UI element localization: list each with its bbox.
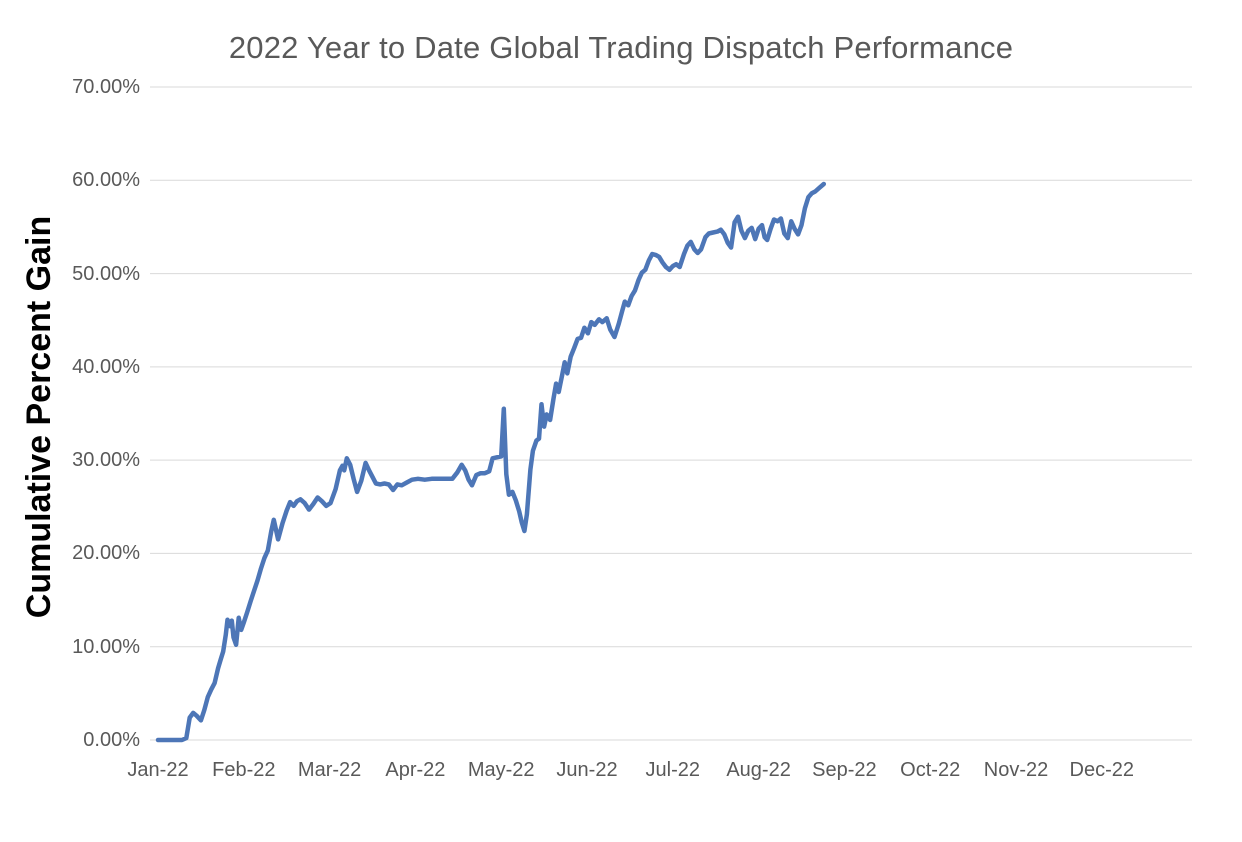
- y-tick-label: 10.00%: [72, 635, 140, 658]
- x-tick-label: Dec-22: [1069, 759, 1135, 781]
- x-tick-label: Nov-22: [983, 759, 1049, 781]
- x-tick-label: Mar-22: [297, 759, 362, 781]
- y-tick-label: 50.00%: [72, 262, 140, 285]
- x-tick-label: Aug-22: [726, 759, 791, 781]
- x-tick-label: Apr-22: [385, 759, 446, 781]
- y-tick-label: 70.00%: [72, 76, 140, 98]
- x-tick-label: Feb-22: [212, 759, 276, 781]
- y-tick-label: 60.00%: [72, 169, 140, 192]
- y-tick-label: 30.00%: [72, 449, 140, 472]
- y-tick-label: 20.00%: [72, 542, 140, 565]
- x-tick-label: Oct-22: [900, 759, 961, 781]
- x-tick-label: Sep-22: [812, 759, 877, 781]
- x-tick-label: Jan-22: [127, 759, 189, 781]
- chart-title: 2022 Year to Date Global Trading Dispatc…: [228, 30, 1014, 65]
- y-tick-label: 40.00%: [72, 355, 140, 378]
- x-tick-label: Jun-22: [556, 759, 618, 781]
- performance-line: [155, 181, 827, 743]
- y-tick-label: 0.00%: [83, 729, 140, 751]
- x-tick-label: May-22: [467, 759, 535, 781]
- x-tick-label: Jul-22: [645, 759, 701, 781]
